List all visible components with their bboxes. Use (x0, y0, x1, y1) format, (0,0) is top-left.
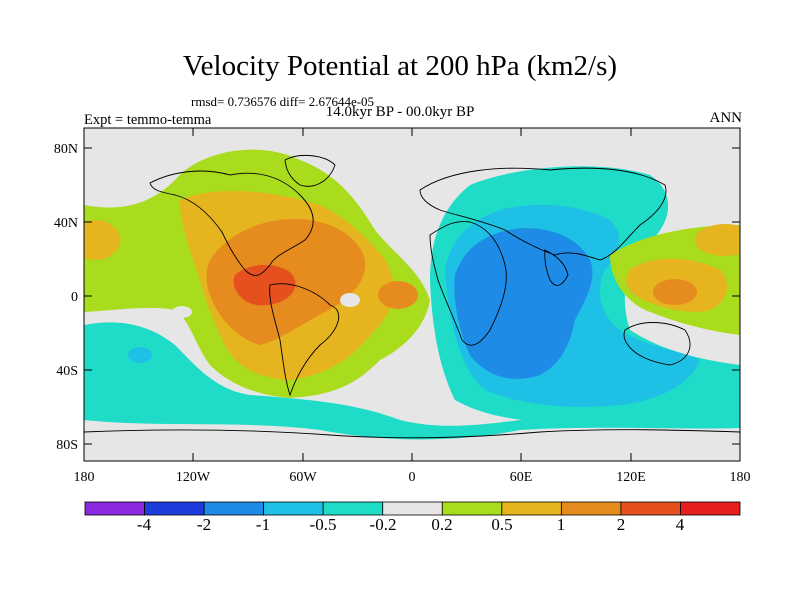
colorbar-label: 1 (557, 515, 566, 534)
lon-tick-label: 60E (510, 470, 533, 485)
period-label: 14.0kyr BP - 00.0kyr BP (325, 104, 475, 120)
colorbar-swatch (382, 501, 443, 516)
lat-tick-label: 40N (54, 216, 78, 231)
coast-north-america (149, 170, 314, 276)
contour-atlantic-neutral-gap (340, 293, 360, 307)
colorbar-label: 0.2 (431, 515, 452, 534)
colorbar-label: 0.5 (491, 515, 512, 534)
coast-india (544, 249, 569, 286)
rmsd-diff-label: rmsd= 0.736576 diff= 2.67644e-05 (191, 94, 375, 109)
lon-tick-label: 0 (409, 470, 416, 485)
lon-tick-label: 120E (616, 470, 646, 485)
colorbar-label: -2 (197, 515, 211, 534)
lat-tick-label: 40S (56, 364, 78, 379)
colorbar-swatch (620, 501, 681, 516)
season-label: ANN (709, 110, 743, 126)
lon-tick-label: 120W (176, 470, 211, 485)
contour-westpacific-1 (653, 279, 697, 305)
colorbar-swatch (322, 501, 384, 516)
lat-tick-label: 80S (56, 438, 78, 453)
colorbar-swatch (263, 501, 324, 516)
colorbar-label: -1 (256, 515, 270, 534)
colorbar-label: 4 (676, 515, 685, 534)
contour-pacific-neutral-gap (172, 306, 192, 318)
colorbar-swatch (203, 501, 265, 516)
experiment-label: Expt = temmo-temma (84, 112, 212, 128)
coast-africa-eurasia (429, 221, 507, 346)
coastlines (84, 154, 740, 439)
coast-south-america (269, 283, 340, 397)
lat-tick-label: 80N (54, 142, 78, 157)
lon-tick-label: 60W (289, 470, 317, 485)
map-title: Velocity Potential at 200 hPa (km2/s) (182, 50, 618, 82)
contour-northpacific-cell (695, 224, 740, 256)
coast-eurasia (419, 167, 667, 261)
colorbar-label: -4 (137, 515, 152, 534)
lon-tick-label: 180 (74, 470, 95, 485)
colorbar-label: -0.5 (310, 515, 337, 534)
contour-atlantic-cell (378, 281, 418, 309)
lon-tick-label: 180 (730, 470, 751, 485)
colorbar-label: 2 (617, 515, 626, 534)
colorbar-swatch (560, 501, 622, 516)
colorbar (84, 501, 741, 516)
colorbar-swatch (84, 501, 145, 516)
colorbar-swatch (441, 501, 503, 516)
contour-field (84, 128, 740, 461)
coast-australia (623, 322, 691, 366)
lat-tick-label: 0 (71, 290, 78, 305)
longitude-axis (83, 128, 741, 461)
colorbar-swatch (501, 501, 562, 516)
latitude-axis (84, 147, 740, 445)
contour-americas-2 (233, 264, 296, 306)
contour-pacific-west-cell (84, 220, 120, 260)
colorbar-swatch (144, 501, 205, 516)
contour-eurasia-m1 (454, 228, 593, 379)
colorbar-swatch (680, 501, 741, 516)
coast-antarctica (84, 429, 740, 439)
coast-greenland (284, 154, 336, 187)
colorbar-label: -0.2 (370, 515, 397, 534)
contour-south-pacific-cell (128, 347, 152, 363)
